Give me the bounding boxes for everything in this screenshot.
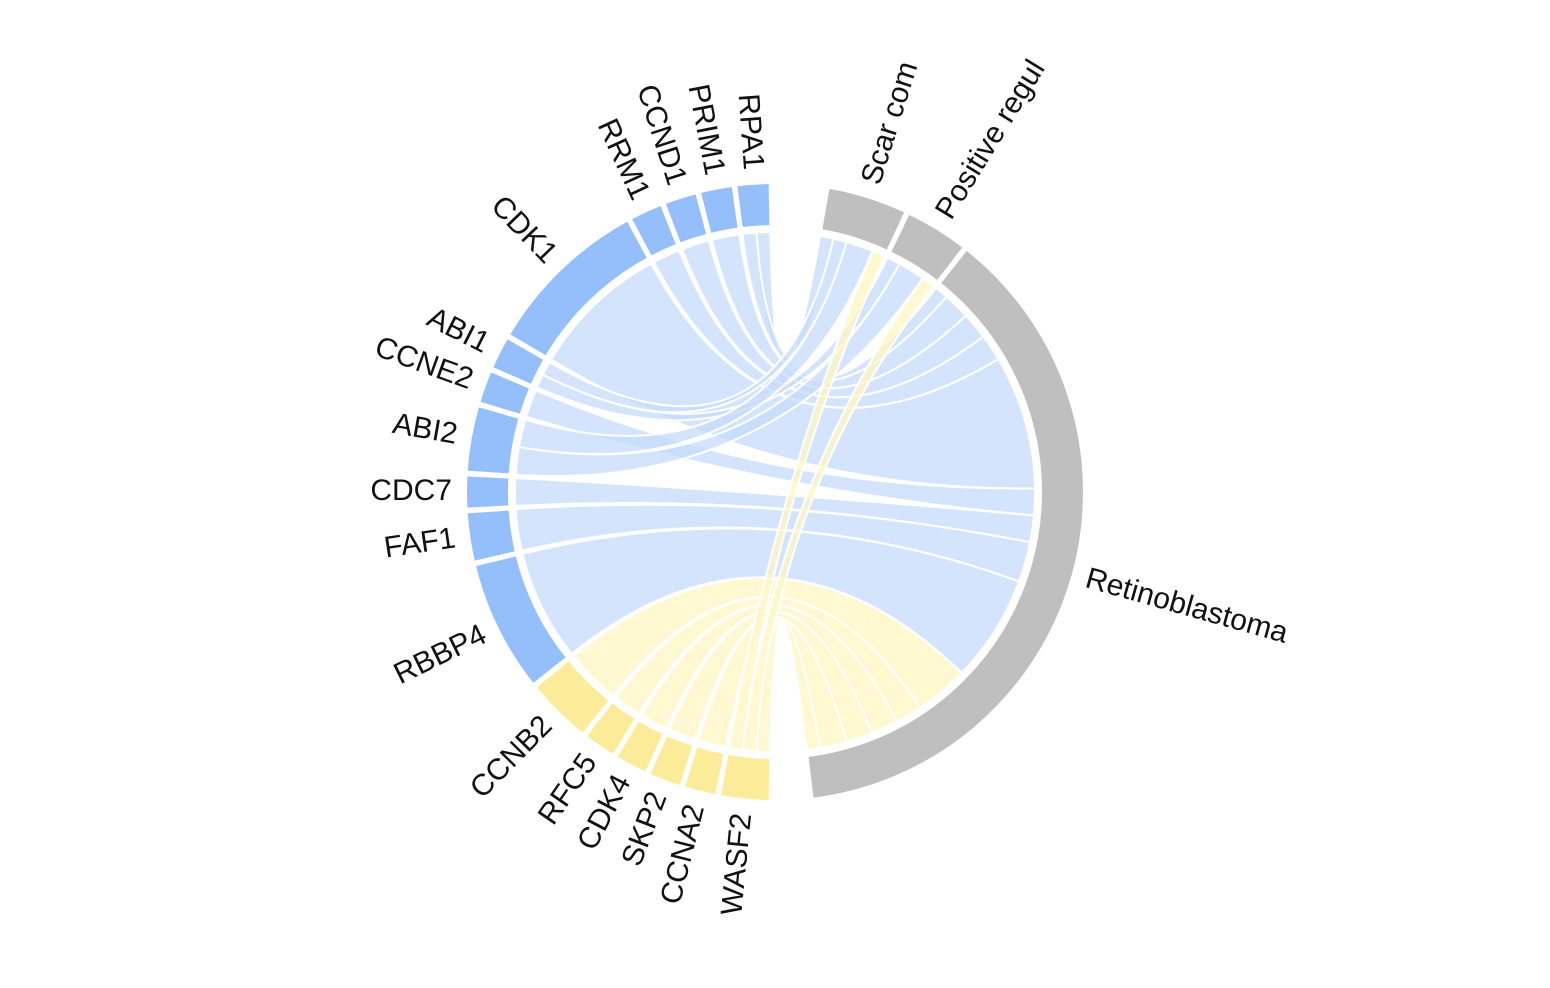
gene-label-faf1: FAF1	[382, 521, 458, 564]
link-abi1-scar-com	[541, 237, 848, 414]
gene-sector-wasf2	[718, 752, 772, 802]
gene-label-abi2: ABI2	[390, 407, 460, 451]
gene-label-ccnb2: CCNB2	[464, 709, 559, 805]
gene-sector-rbbp4	[473, 553, 569, 686]
gene-sector-skp2	[647, 733, 695, 788]
gene-sector-abi1	[490, 336, 546, 387]
gene-label-cdc7: CDC7	[370, 474, 452, 507]
link-faf1-retinoblastoma	[514, 503, 1032, 583]
gene-sector-ccne2	[478, 369, 532, 417]
gene-label-rpa1: RPA1	[732, 93, 770, 171]
link-wasf2-scar-com	[727, 249, 887, 752]
link-abi2-positive-regul	[514, 262, 925, 478]
term-label-positive-regul: Positive regul	[929, 54, 1052, 225]
gene-sector-cdk4	[614, 718, 666, 775]
link-cdk1-retinoblastoma	[549, 262, 1036, 490]
term-label-scar-com: Scar com	[855, 58, 925, 189]
gene-sector-ccnd1	[663, 191, 709, 245]
link-wasf2-retinoblastoma	[755, 619, 822, 753]
link-abi2-scar-com	[517, 240, 874, 455]
gene-sector-cdk1	[507, 219, 650, 359]
term-sector-positive-regul	[888, 212, 966, 283]
link-wasf2-positive-regul	[741, 276, 936, 753]
gene-sector-faf1	[465, 508, 518, 564]
gene-sector-ccnb2	[534, 658, 611, 736]
link-ccne2-retinoblastoma	[524, 389, 1036, 517]
term-sector-retinoblastoma	[806, 248, 1085, 800]
gene-label-cdk1: CDK1	[485, 189, 564, 270]
gene-sector-ccna2	[682, 744, 726, 797]
term-sector-scar-com	[820, 186, 907, 253]
gene-sector-rrm1	[629, 203, 679, 259]
gene-sector-rfc5	[584, 700, 638, 757]
gene-sector-abi2	[465, 404, 521, 476]
gene-sector-rpa1	[735, 182, 772, 230]
link-cdc7-retinoblastoma	[514, 476, 1036, 544]
gene-label-wasf2: WASF2	[715, 812, 758, 917]
link-abi1-positive-regul	[535, 256, 902, 422]
term-label-retinoblastoma: Retinoblastoma	[1082, 562, 1292, 650]
gene-label-rbbp4: RBBP4	[389, 618, 492, 691]
gene-sector-prim1	[698, 184, 740, 236]
sectors-layer	[465, 182, 1085, 802]
gene-sector-cdc7	[465, 474, 511, 510]
links-layer	[514, 231, 1036, 753]
